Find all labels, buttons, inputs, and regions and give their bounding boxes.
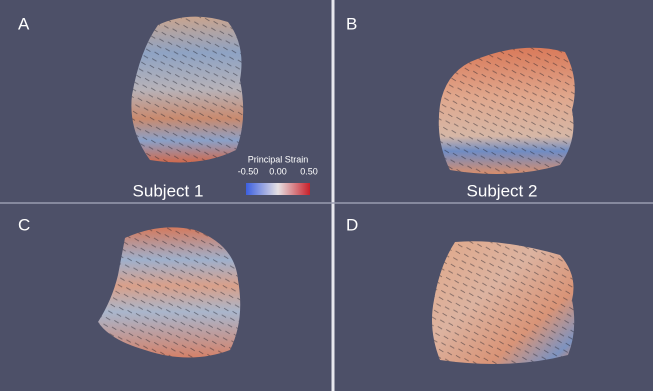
subject-label: Subject 1 <box>133 181 204 200</box>
subject-label: Subject 2 <box>467 181 538 200</box>
colorbar-tick: 0.50 <box>300 166 318 176</box>
colorbar <box>246 183 310 195</box>
panel-label: B <box>346 14 357 33</box>
panel-label: A <box>18 14 30 33</box>
colorbar-title: Principal Strain <box>248 154 309 164</box>
panel-label: D <box>346 215 358 234</box>
colorbar-tick: -0.50 <box>238 166 259 176</box>
panel-label: C <box>18 215 30 234</box>
mesh-d <box>432 241 574 364</box>
figure: A B C D Subject 1 Subject 2 Principal St… <box>0 0 653 391</box>
colorbar-tick: 0.00 <box>269 166 287 176</box>
